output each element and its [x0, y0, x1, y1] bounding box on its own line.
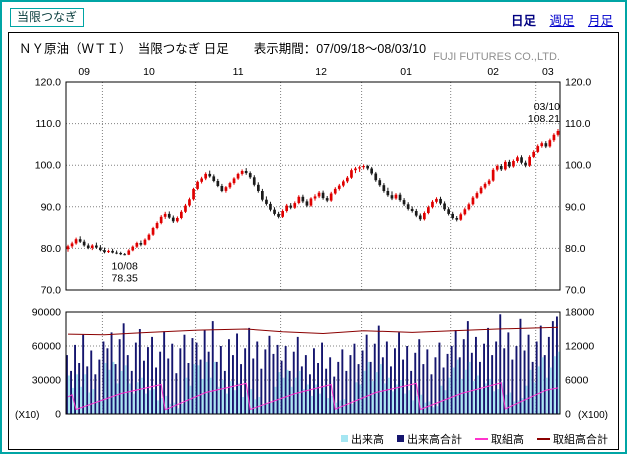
chart-title: ＮＹ原油（ＷＴＩ） 当限つなぎ 日足 表示期間：07/09/18～08/03/1… [19, 42, 427, 56]
legend-open-interest-label: 取組高 [491, 433, 524, 446]
svg-text:0: 0 [55, 409, 61, 421]
legend-volume-total: 出来高合計 [397, 431, 462, 447]
svg-text:18000: 18000 [565, 307, 594, 319]
legend-volume-total-label: 出来高合計 [407, 433, 462, 446]
legend-open-interest: 取組高 [475, 431, 524, 447]
chart-panel: ＮＹ原油（ＷＴＩ） 当限つなぎ 日足 表示期間：07/09/18～08/03/1… [8, 32, 619, 450]
svg-text:108.21: 108.21 [528, 113, 560, 125]
svg-text:110.0: 110.0 [565, 118, 591, 130]
volume-total-bar-icon [397, 435, 404, 442]
price-axis-labels: 120.0 120.0 110.0 110.0 100.0 100.0 90.0 90.0 80… [35, 66, 592, 297]
open-interest-total-line-icon [537, 437, 550, 440]
svg-text:100.0: 100.0 [35, 160, 61, 172]
svg-text:6000: 6000 [565, 375, 589, 387]
svg-text:90.0: 90.0 [41, 201, 62, 213]
tab-monthly[interactable]: 月足 [587, 14, 613, 28]
svg-text:80.0: 80.0 [565, 243, 586, 255]
volume-bar-icon [341, 435, 348, 442]
svg-text:70.0: 70.0 [565, 285, 586, 297]
svg-text:09: 09 [78, 66, 90, 78]
svg-text:0: 0 [565, 409, 571, 421]
period-nav: 日足 週足 月足 [511, 8, 613, 29]
legend-volume: 出来高 [341, 431, 384, 447]
svg-text:(X10): (X10) [15, 410, 39, 421]
svg-text:100.0: 100.0 [565, 160, 591, 172]
svg-text:11: 11 [233, 66, 244, 78]
svg-text:12: 12 [315, 66, 327, 78]
candles [66, 129, 560, 256]
chart-legend: 出来高 出来高合計 取組高 取組高合計 [9, 430, 618, 449]
open-interest-line-icon [475, 437, 488, 440]
legend-open-interest-total-label: 取組高合計 [553, 433, 608, 446]
svg-text:70.0: 70.0 [41, 285, 62, 297]
price-grid [66, 82, 560, 290]
tab-daily[interactable]: 日足 [510, 14, 536, 28]
contract-label: 当限つなぎ [10, 8, 85, 27]
svg-text:110.0: 110.0 [36, 118, 62, 130]
svg-text:12000: 12000 [565, 341, 594, 353]
oi-current-line [67, 382, 559, 411]
svg-text:03/10: 03/10 [534, 101, 560, 113]
svg-text:120.0: 120.0 [35, 77, 61, 89]
oi-total-line [67, 326, 559, 336]
svg-text:(X100): (X100) [578, 410, 608, 421]
price-chart: 120.0 120.0 110.0 110.0 100.0 100.0 90.0 90.0 80… [35, 66, 592, 297]
volume-bars [66, 314, 560, 414]
company-name: FUJI FUTURES CO.,LTD. [433, 51, 560, 63]
svg-text:78.35: 78.35 [112, 272, 138, 284]
topbar: 当限つなぎ 日足 週足 月足 [2, 2, 625, 32]
svg-text:80.0: 80.0 [41, 243, 62, 255]
svg-text:90000: 90000 [32, 307, 61, 319]
svg-text:10: 10 [143, 66, 155, 78]
svg-text:30000: 30000 [32, 375, 61, 387]
svg-text:01: 01 [400, 66, 412, 78]
legend-volume-label: 出来高 [351, 433, 384, 446]
svg-text:90.0: 90.0 [565, 201, 586, 213]
svg-text:120.0: 120.0 [565, 77, 591, 89]
svg-text:10/08: 10/08 [112, 260, 138, 272]
legend-open-interest-total: 取組高合計 [537, 431, 608, 447]
tab-weekly[interactable]: 週足 [549, 14, 575, 28]
svg-text:02: 02 [487, 66, 499, 78]
svg-text:03: 03 [542, 66, 554, 78]
svg-text:60000: 60000 [32, 341, 61, 353]
